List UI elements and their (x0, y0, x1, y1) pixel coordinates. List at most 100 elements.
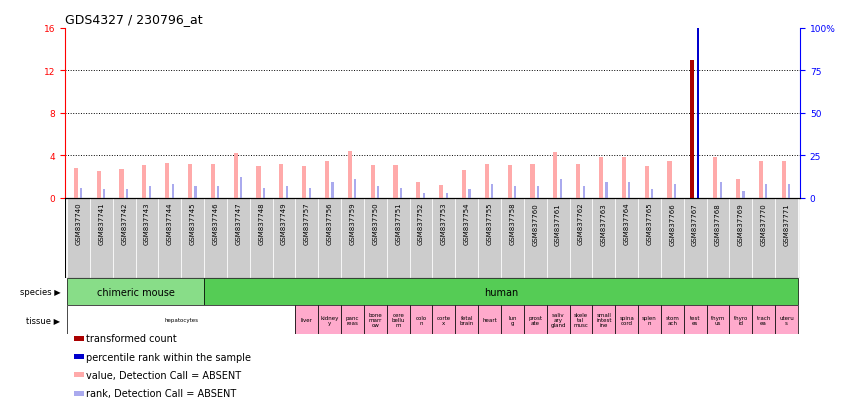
Bar (296, 306, 318, 335)
Bar (729, 198, 753, 279)
Bar (501, 198, 524, 279)
Bar (462, 171, 466, 198)
Bar (445, 193, 448, 198)
Text: GSM837740: GSM837740 (75, 202, 81, 245)
Bar (80, 188, 82, 198)
Text: GSM837741: GSM837741 (99, 202, 105, 245)
Bar (354, 180, 356, 198)
Bar (325, 161, 329, 198)
Bar (628, 183, 631, 198)
Text: rank, Detection Call = ABSENT: rank, Detection Call = ABSENT (86, 388, 237, 398)
Bar (204, 279, 798, 306)
Bar (67, 279, 204, 306)
Bar (377, 186, 379, 198)
Bar (341, 198, 364, 279)
Bar (142, 166, 146, 198)
Bar (593, 198, 615, 279)
Text: trach
ea: trach ea (756, 315, 771, 325)
Text: value, Detection Call = ABSENT: value, Detection Call = ABSENT (86, 370, 241, 380)
Bar (455, 198, 478, 279)
Text: GSM837752: GSM837752 (418, 202, 424, 244)
Text: kidney
y: kidney y (321, 315, 339, 325)
Bar (508, 166, 512, 198)
Bar (707, 306, 729, 335)
Bar (149, 186, 151, 198)
Bar (410, 198, 432, 279)
Text: GSM837768: GSM837768 (715, 202, 721, 245)
Text: saliv
ary
gland: saliv ary gland (550, 313, 566, 328)
Bar (227, 198, 250, 279)
Bar (125, 190, 128, 198)
Bar (250, 198, 272, 279)
Bar (256, 166, 260, 198)
Bar (188, 164, 192, 198)
Text: bone
marr
ow: bone marr ow (368, 313, 382, 328)
Text: colo
n: colo n (415, 315, 426, 325)
Text: splen
n: splen n (642, 315, 657, 325)
Bar (484, 164, 489, 198)
Text: GDS4327 / 230796_at: GDS4327 / 230796_at (65, 13, 202, 26)
Bar (331, 183, 334, 198)
Bar (524, 306, 547, 335)
Text: GSM837769: GSM837769 (738, 202, 744, 245)
Bar (318, 306, 341, 335)
Bar (530, 164, 535, 198)
Bar (569, 198, 593, 279)
Bar (234, 154, 238, 198)
Bar (759, 161, 763, 198)
Bar (593, 306, 615, 335)
Bar (204, 198, 227, 279)
Bar (171, 185, 174, 198)
Bar (400, 188, 402, 198)
Bar (720, 183, 721, 198)
Text: GSM837744: GSM837744 (167, 202, 173, 244)
Text: GSM837745: GSM837745 (189, 202, 195, 244)
Text: transformed count: transformed count (86, 334, 177, 344)
Bar (410, 306, 432, 335)
Bar (501, 306, 524, 335)
Bar (615, 198, 638, 279)
Text: stom
ach: stom ach (665, 315, 679, 325)
Bar (753, 306, 775, 335)
Bar (468, 190, 471, 198)
Bar (97, 172, 100, 198)
Text: test
es: test es (690, 315, 701, 325)
Text: GSM837753: GSM837753 (441, 202, 447, 245)
Bar (606, 183, 607, 198)
Text: GSM837742: GSM837742 (121, 202, 127, 244)
Text: GSM837747: GSM837747 (235, 202, 241, 245)
Bar (103, 190, 106, 198)
Text: GSM837767: GSM837767 (692, 202, 698, 245)
Text: GSM837746: GSM837746 (213, 202, 219, 245)
Bar (478, 306, 501, 335)
Bar (285, 186, 288, 198)
Text: GSM837754: GSM837754 (464, 202, 470, 244)
Bar (690, 61, 695, 198)
Text: prost
ate: prost ate (529, 315, 542, 325)
Text: hepatocytes: hepatocytes (164, 318, 198, 323)
Bar (560, 180, 562, 198)
Text: corte
x: corte x (437, 315, 451, 325)
Bar (387, 306, 410, 335)
Bar (599, 158, 603, 198)
Text: lun
g: lun g (508, 315, 516, 325)
Bar (644, 166, 649, 198)
Text: small
intest
ine: small intest ine (596, 313, 612, 328)
Bar (537, 186, 539, 198)
Text: uteru
s: uteru s (779, 315, 794, 325)
Text: cere
bellu
m: cere bellu m (392, 313, 405, 328)
Bar (195, 186, 196, 198)
Text: GSM837743: GSM837743 (144, 202, 150, 245)
Bar (638, 306, 661, 335)
Bar (439, 185, 443, 198)
Text: GSM837750: GSM837750 (373, 202, 378, 245)
Bar (74, 169, 78, 198)
Bar (554, 153, 557, 198)
Bar (576, 164, 580, 198)
Bar (668, 161, 671, 198)
Bar (136, 198, 158, 279)
Text: heart: heart (482, 318, 497, 323)
Bar (272, 198, 296, 279)
Bar (432, 306, 455, 335)
Text: tissue ▶: tissue ▶ (27, 316, 61, 325)
